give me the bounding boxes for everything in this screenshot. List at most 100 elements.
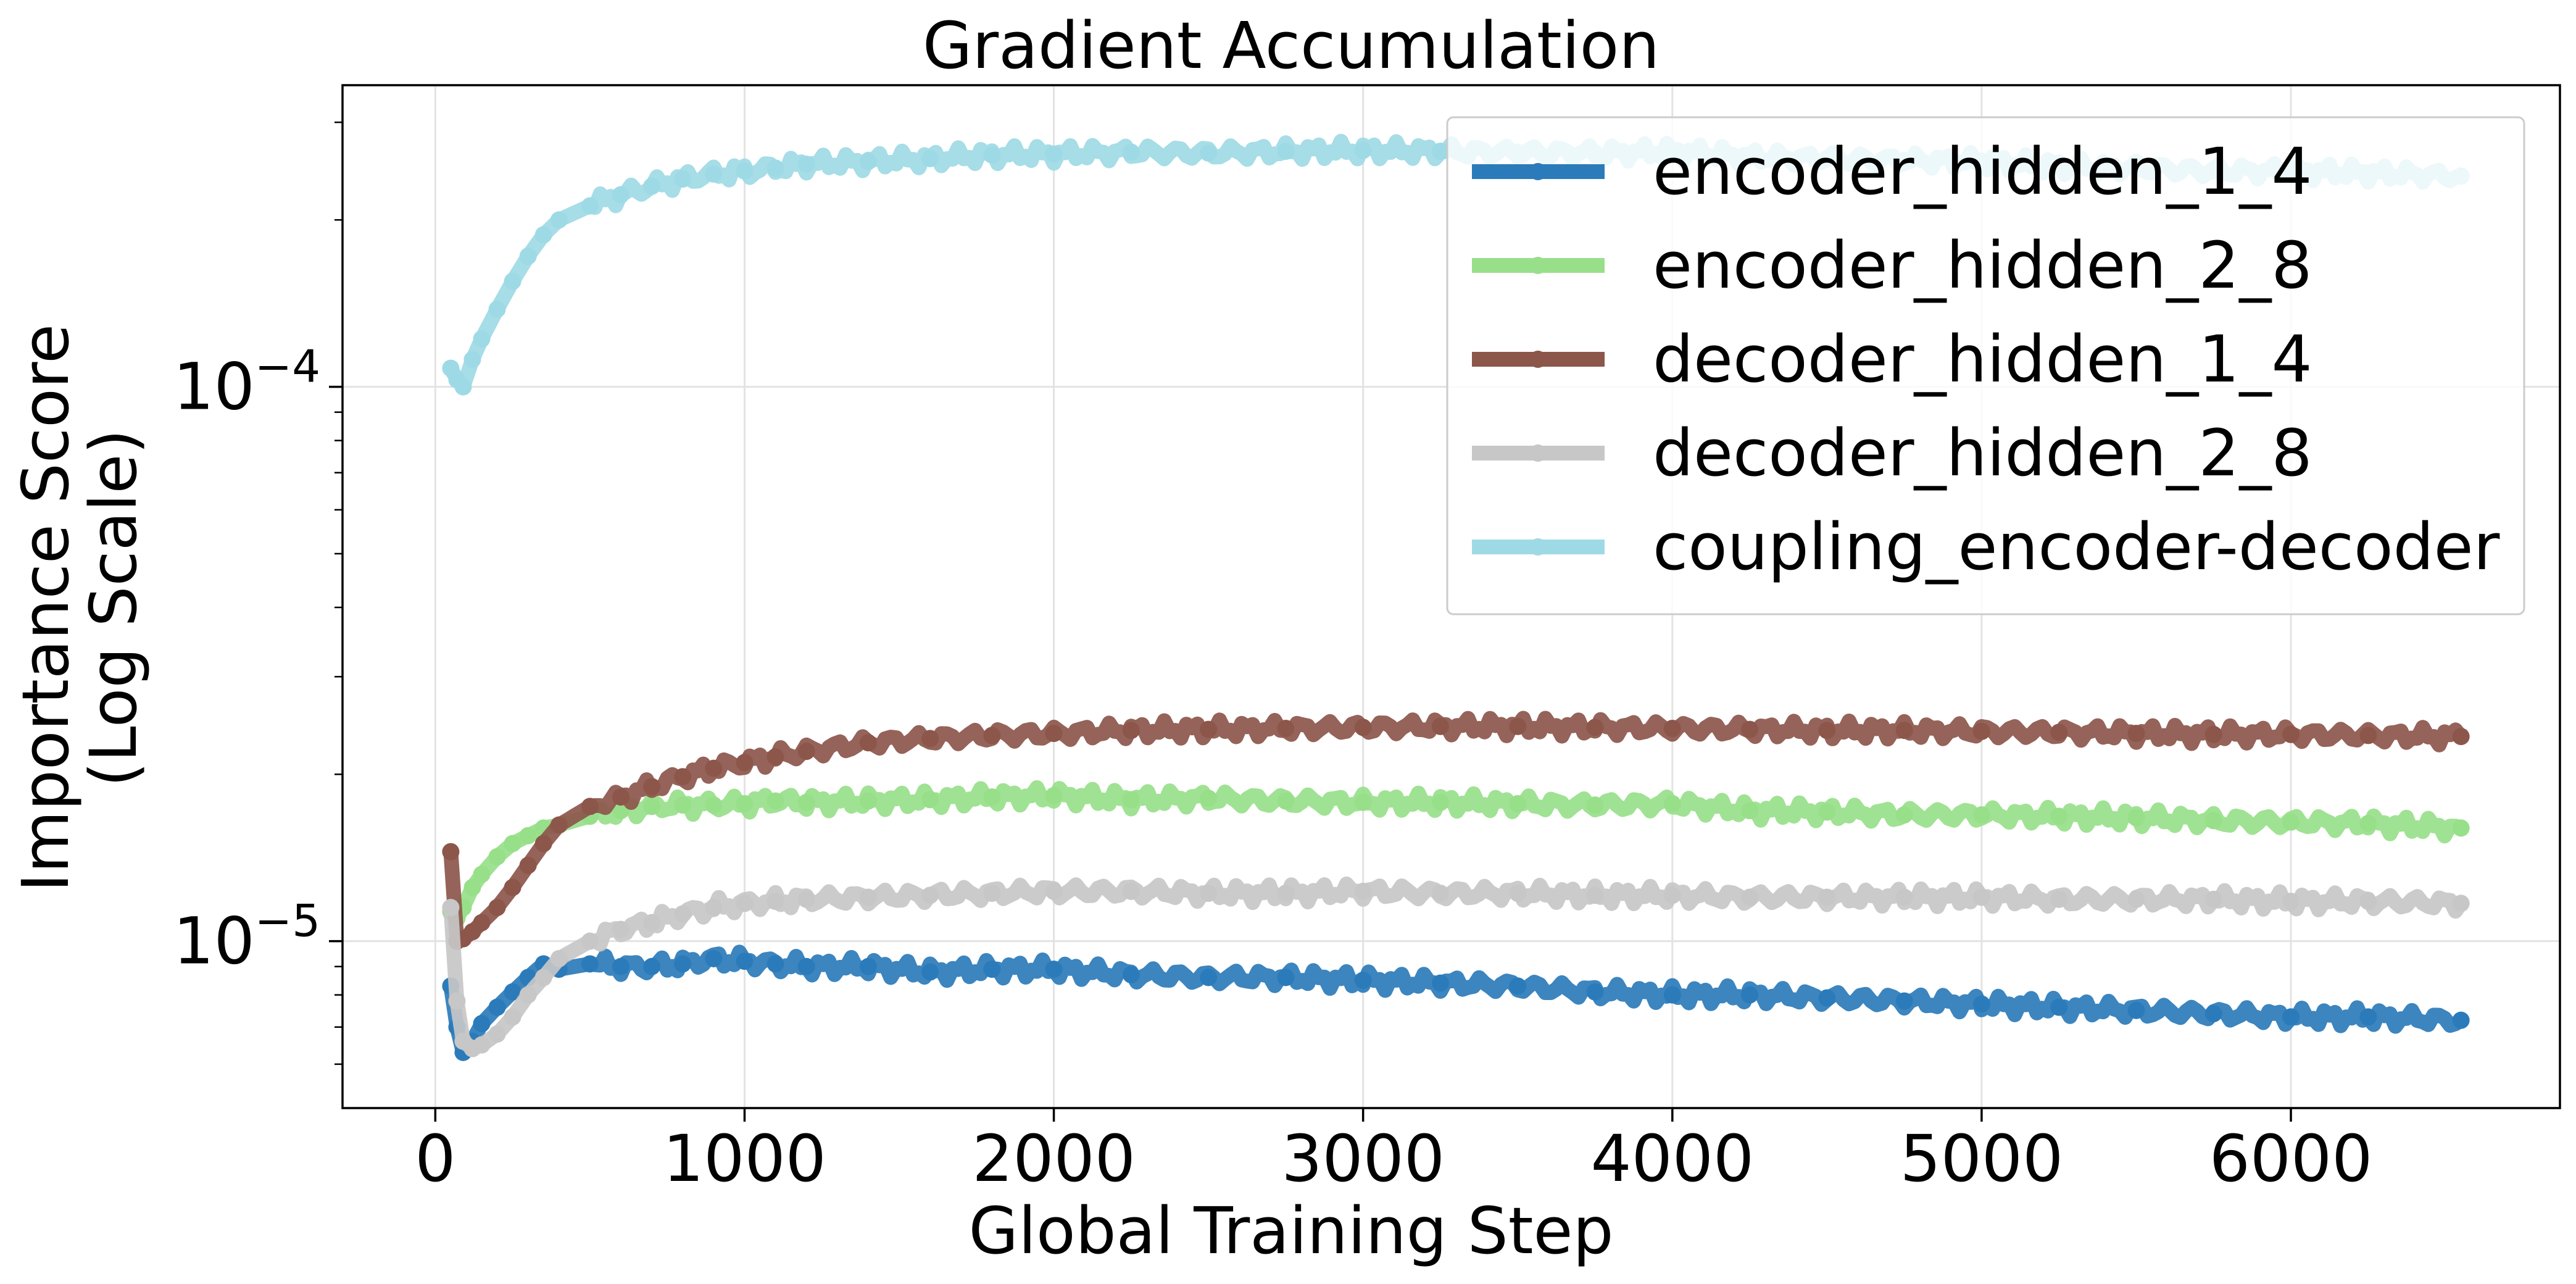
data-point-encoder_hidden_1_4 xyxy=(1586,983,1604,1001)
data-point-decoder_hidden_2_8 xyxy=(2359,893,2377,911)
x-axis-label: Global Training Step xyxy=(968,1193,1613,1269)
data-point-decoder_hidden_2_8 xyxy=(612,920,630,938)
data-point-coupling_encoder-decoder xyxy=(454,378,472,396)
data-point-decoder_hidden_1_4 xyxy=(1895,722,1913,740)
x-tick-label: 1000 xyxy=(663,1121,826,1196)
data-point-encoder_hidden_1_4 xyxy=(1509,977,1527,995)
data-point-encoder_hidden_1_4 xyxy=(767,955,784,973)
data-point-decoder_hidden_1_4 xyxy=(1200,720,1218,738)
data-point-encoder_hidden_1_4 xyxy=(612,957,630,975)
data-point-decoder_hidden_1_4 xyxy=(1277,719,1295,737)
data-point-encoder_hidden_1_4 xyxy=(797,957,815,975)
data-point-decoder_hidden_2_8 xyxy=(2282,893,2300,911)
data-point-encoder_hidden_2_8 xyxy=(519,827,537,844)
y-axis-label-line1: Importance Score xyxy=(8,324,83,892)
data-point-decoder_hidden_1_4 xyxy=(2452,728,2470,746)
data-point-decoder_hidden_1_4 xyxy=(473,914,491,932)
legend-marker-encoder_hidden_2_8 xyxy=(1529,257,1547,274)
x-tick-label: 3000 xyxy=(1281,1121,1445,1196)
legend-marker-decoder_hidden_2_8 xyxy=(1529,444,1547,462)
data-point-encoder_hidden_2_8 xyxy=(705,796,723,814)
data-point-decoder_hidden_1_4 xyxy=(2050,723,2068,741)
data-point-decoder_hidden_2_8 xyxy=(1045,882,1063,900)
data-point-coupling_encoder-decoder xyxy=(983,146,1001,164)
data-point-encoder_hidden_2_8 xyxy=(1200,790,1218,807)
data-point-coupling_encoder-decoder xyxy=(1200,144,1218,162)
data-point-encoder_hidden_1_4 xyxy=(581,955,599,973)
data-point-decoder_hidden_1_4 xyxy=(1122,722,1140,740)
data-point-encoder_hidden_1_4 xyxy=(1818,989,1836,1007)
data-point-encoder_hidden_2_8 xyxy=(504,835,521,853)
data-point-encoder_hidden_1_4 xyxy=(2452,1011,2470,1029)
data-point-coupling_encoder-decoder xyxy=(643,177,661,195)
data-point-encoder_hidden_2_8 xyxy=(1663,794,1681,812)
data-point-encoder_hidden_2_8 xyxy=(1045,786,1063,804)
y-axis-label-line2: (Log Scale) xyxy=(76,429,151,787)
x-tick-label: 4000 xyxy=(1590,1121,1754,1196)
data-point-decoder_hidden_2_8 xyxy=(921,886,939,904)
data-point-encoder_hidden_2_8 xyxy=(2359,815,2377,833)
legend-marker-decoder_hidden_1_4 xyxy=(1529,351,1547,368)
data-point-decoder_hidden_1_4 xyxy=(767,748,784,766)
data-point-decoder_hidden_1_4 xyxy=(581,798,599,815)
data-point-decoder_hidden_2_8 xyxy=(736,894,754,912)
data-point-decoder_hidden_1_4 xyxy=(534,835,552,853)
data-point-encoder_hidden_1_4 xyxy=(1895,992,1913,1010)
data-point-encoder_hidden_2_8 xyxy=(1586,796,1604,814)
legend-label-decoder_hidden_2_8: decoder_hidden_2_8 xyxy=(1653,415,2312,491)
data-point-decoder_hidden_2_8 xyxy=(534,969,552,986)
data-point-encoder_hidden_1_4 xyxy=(1200,969,1218,986)
data-point-coupling_encoder-decoder xyxy=(921,149,939,167)
data-point-coupling_encoder-decoder xyxy=(612,186,630,204)
data-point-encoder_hidden_2_8 xyxy=(1354,793,1372,811)
data-point-encoder_hidden_2_8 xyxy=(674,796,692,814)
data-point-decoder_hidden_1_4 xyxy=(2282,725,2300,743)
data-point-encoder_hidden_2_8 xyxy=(1122,791,1140,809)
legend-label-decoder_hidden_1_4: decoder_hidden_1_4 xyxy=(1653,322,2312,397)
data-point-decoder_hidden_2_8 xyxy=(1354,882,1372,900)
data-point-decoder_hidden_1_4 xyxy=(1586,719,1604,736)
data-point-decoder_hidden_2_8 xyxy=(2050,890,2068,908)
data-point-encoder_hidden_1_4 xyxy=(1741,986,1759,1004)
data-point-encoder_hidden_2_8 xyxy=(983,788,1001,806)
data-point-coupling_encoder-decoder xyxy=(1277,143,1295,160)
data-point-coupling_encoder-decoder xyxy=(674,170,692,188)
legend-label-encoder_hidden_2_8: encoder_hidden_2_8 xyxy=(1653,228,2312,303)
data-point-decoder_hidden_1_4 xyxy=(736,754,754,772)
data-point-decoder_hidden_2_8 xyxy=(1818,888,1836,906)
data-point-decoder_hidden_1_4 xyxy=(1818,722,1836,740)
x-tick-label: 5000 xyxy=(1900,1121,2064,1196)
data-point-decoder_hidden_2_8 xyxy=(674,905,692,923)
x-tick-label: 0 xyxy=(415,1121,455,1196)
data-point-decoder_hidden_2_8 xyxy=(767,893,784,911)
data-point-decoder_hidden_2_8 xyxy=(1431,885,1449,903)
series-line-encoder_hidden_1_4 xyxy=(443,944,2469,1060)
data-point-encoder_hidden_1_4 xyxy=(705,949,723,967)
y-tick-label: 10−4 xyxy=(173,341,320,425)
data-point-encoder_hidden_2_8 xyxy=(1895,806,1913,824)
data-point-encoder_hidden_2_8 xyxy=(473,865,491,883)
data-point-coupling_encoder-decoder xyxy=(1045,145,1063,163)
data-point-encoder_hidden_1_4 xyxy=(488,998,506,1016)
data-point-decoder_hidden_2_8 xyxy=(448,992,466,1010)
data-point-decoder_hidden_1_4 xyxy=(1972,722,1990,740)
data-point-decoder_hidden_1_4 xyxy=(519,856,537,874)
data-point-coupling_encoder-decoder xyxy=(519,248,537,265)
data-point-decoder_hidden_1_4 xyxy=(797,743,815,761)
data-point-encoder_hidden_1_4 xyxy=(736,953,754,970)
data-point-encoder_hidden_2_8 xyxy=(1277,792,1295,810)
legend: encoder_hidden_1_4 encoder_hidden_2_8deco… xyxy=(1446,116,2525,615)
data-point-encoder_hidden_2_8 xyxy=(797,793,815,811)
data-point-encoder_hidden_2_8 xyxy=(2127,809,2145,827)
data-point-encoder_hidden_2_8 xyxy=(2282,813,2300,831)
data-point-decoder_hidden_2_8 xyxy=(1277,885,1295,903)
axes: 0 1000 2000 3000 4000 5000 6000 10−5 10−4 xyxy=(173,84,2561,1196)
data-point-decoder_hidden_1_4 xyxy=(1354,719,1372,736)
data-point-encoder_hidden_2_8 xyxy=(1431,793,1449,811)
data-point-decoder_hidden_2_8 xyxy=(859,888,877,906)
x-tick-label: 2000 xyxy=(972,1121,1136,1196)
data-point-coupling_encoder-decoder xyxy=(473,330,491,348)
data-point-decoder_hidden_2_8 xyxy=(2127,890,2145,908)
data-point-encoder_hidden_1_4 xyxy=(674,955,692,973)
